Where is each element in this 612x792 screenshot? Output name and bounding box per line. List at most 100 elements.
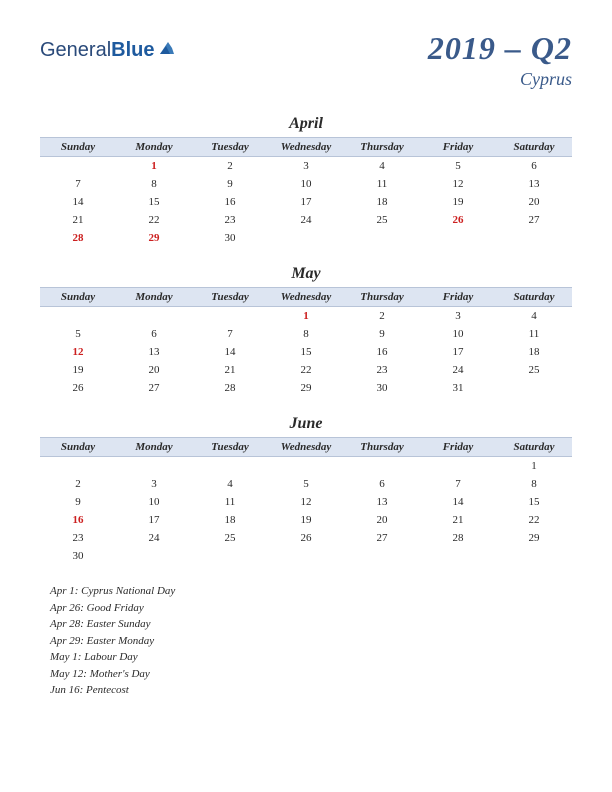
calendar-row: 1234 <box>40 307 572 326</box>
calendar-cell: 24 <box>268 211 344 229</box>
calendar-cell <box>192 307 268 326</box>
calendar-cell: 18 <box>192 511 268 529</box>
calendar-cell: 16 <box>344 343 420 361</box>
calendar-cell: 20 <box>344 511 420 529</box>
calendar-row: 123456 <box>40 157 572 176</box>
calendar-row: 16171819202122 <box>40 511 572 529</box>
dayname-header: Sunday <box>40 438 116 457</box>
calendar-cell: 7 <box>192 325 268 343</box>
calendar-table: SundayMondayTuesdayWednesdayThursdayFrid… <box>40 437 572 565</box>
dayname-header: Thursday <box>344 138 420 157</box>
calendar-cell: 12 <box>40 343 116 361</box>
calendar-cell: 25 <box>344 211 420 229</box>
month-title: June <box>40 415 572 433</box>
calendar-cell <box>496 229 572 247</box>
calendar-month: MaySundayMondayTuesdayWednesdayThursdayF… <box>40 265 572 397</box>
holiday-item: Apr 1: Cyprus National Day <box>50 583 572 600</box>
calendar-cell: 12 <box>268 493 344 511</box>
calendar-cell: 2 <box>344 307 420 326</box>
calendar-cell: 5 <box>420 157 496 176</box>
title-sub: Cyprus <box>428 69 572 90</box>
calendar-cell: 15 <box>116 193 192 211</box>
calendar-cell: 30 <box>40 547 116 565</box>
calendar-row: 23242526272829 <box>40 529 572 547</box>
calendar-cell: 5 <box>40 325 116 343</box>
calendar-cell: 7 <box>40 175 116 193</box>
calendar-cell: 10 <box>116 493 192 511</box>
dayname-header: Wednesday <box>268 288 344 307</box>
calendars-container: AprilSundayMondayTuesdayWednesdayThursda… <box>40 115 572 565</box>
holiday-item: Apr 28: Easter Sunday <box>50 616 572 633</box>
dayname-header: Thursday <box>344 288 420 307</box>
calendar-cell: 1 <box>496 457 572 476</box>
calendar-cell: 6 <box>344 475 420 493</box>
calendar-cell: 29 <box>116 229 192 247</box>
calendar-cell: 17 <box>116 511 192 529</box>
calendar-cell: 2 <box>40 475 116 493</box>
dayname-header: Friday <box>420 438 496 457</box>
holiday-item: Apr 29: Easter Monday <box>50 633 572 650</box>
calendar-cell <box>344 457 420 476</box>
calendar-cell: 14 <box>192 343 268 361</box>
dayname-header: Saturday <box>496 138 572 157</box>
calendar-cell <box>420 229 496 247</box>
calendar-cell: 23 <box>192 211 268 229</box>
holidays-list: Apr 1: Cyprus National DayApr 26: Good F… <box>40 583 572 699</box>
calendar-cell: 15 <box>496 493 572 511</box>
dayname-header: Monday <box>116 438 192 457</box>
calendar-cell: 30 <box>344 379 420 397</box>
calendar-cell: 28 <box>420 529 496 547</box>
calendar-cell: 23 <box>40 529 116 547</box>
calendar-cell: 9 <box>192 175 268 193</box>
calendar-row: 567891011 <box>40 325 572 343</box>
calendar-cell <box>344 547 420 565</box>
calendar-cell: 9 <box>40 493 116 511</box>
dayname-header: Sunday <box>40 288 116 307</box>
dayname-header: Saturday <box>496 438 572 457</box>
holiday-item: May 12: Mother's Day <box>50 666 572 683</box>
calendar-cell: 3 <box>116 475 192 493</box>
calendar-cell: 8 <box>496 475 572 493</box>
calendar-cell: 24 <box>420 361 496 379</box>
calendar-cell: 14 <box>420 493 496 511</box>
calendar-cell: 30 <box>192 229 268 247</box>
calendar-cell: 31 <box>420 379 496 397</box>
calendar-cell: 4 <box>192 475 268 493</box>
dayname-header: Thursday <box>344 438 420 457</box>
logo-text-blue: Blue <box>111 39 154 62</box>
calendar-cell <box>268 457 344 476</box>
calendar-month: June SundayMondayTuesdayWednesdayThursday… <box>40 415 572 565</box>
holiday-item: May 1: Labour Day <box>50 649 572 666</box>
calendar-cell: 5 <box>268 475 344 493</box>
calendar-cell: 25 <box>496 361 572 379</box>
calendar-row: 262728293031 <box>40 379 572 397</box>
calendar-cell: 1 <box>116 157 192 176</box>
calendar-cell: 3 <box>420 307 496 326</box>
calendar-cell <box>496 547 572 565</box>
dayname-header: Sunday <box>40 138 116 157</box>
calendar-cell: 22 <box>496 511 572 529</box>
calendar-cell: 24 <box>116 529 192 547</box>
calendar-cell <box>40 157 116 176</box>
calendar-cell: 12 <box>420 175 496 193</box>
calendar-cell: 21 <box>192 361 268 379</box>
calendar-cell: 4 <box>344 157 420 176</box>
calendar-cell: 13 <box>344 493 420 511</box>
calendar-cell <box>268 229 344 247</box>
calendar-cell <box>116 547 192 565</box>
calendar-cell: 2 <box>192 157 268 176</box>
calendar-cell <box>116 307 192 326</box>
calendar-cell <box>192 547 268 565</box>
logo: GeneralBlue <box>40 38 176 62</box>
calendar-cell: 29 <box>496 529 572 547</box>
calendar-cell: 6 <box>496 157 572 176</box>
calendar-cell: 11 <box>192 493 268 511</box>
calendar-cell: 17 <box>420 343 496 361</box>
dayname-header: Tuesday <box>192 438 268 457</box>
calendar-row: 14151617181920 <box>40 193 572 211</box>
calendar-cell: 8 <box>116 175 192 193</box>
calendar-cell: 19 <box>40 361 116 379</box>
calendar-cell: 4 <box>496 307 572 326</box>
calendar-cell: 6 <box>116 325 192 343</box>
calendar-cell <box>496 379 572 397</box>
